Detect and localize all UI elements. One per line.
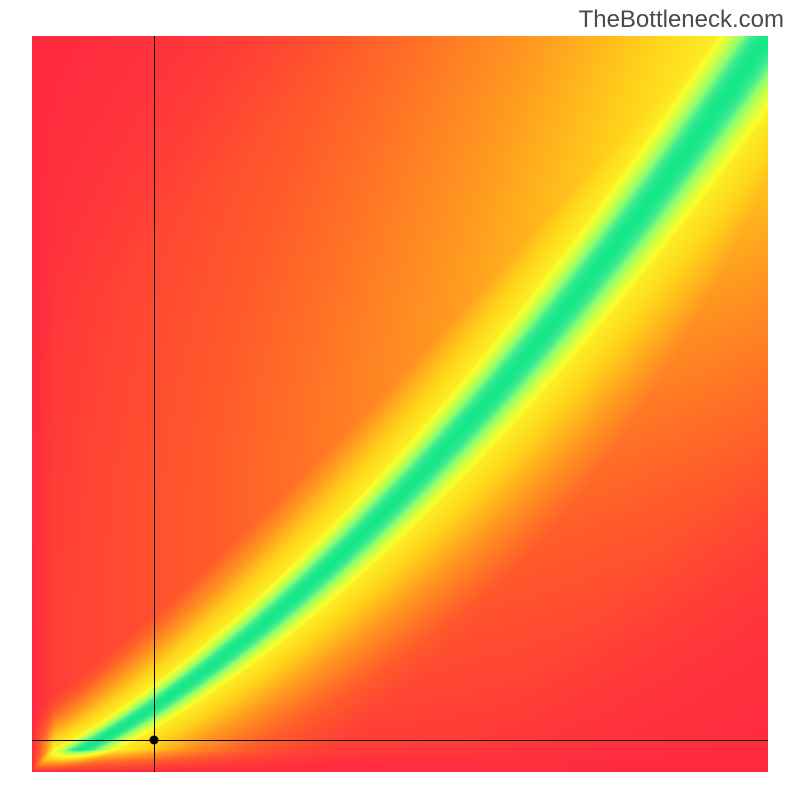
- crosshair-horizontal: [32, 740, 768, 741]
- heatmap-canvas: [32, 36, 768, 772]
- watermark-text: TheBottleneck.com: [579, 6, 784, 34]
- crosshair-vertical: [154, 36, 155, 772]
- heatmap-chart: [32, 36, 768, 772]
- crosshair-dot: [150, 736, 159, 745]
